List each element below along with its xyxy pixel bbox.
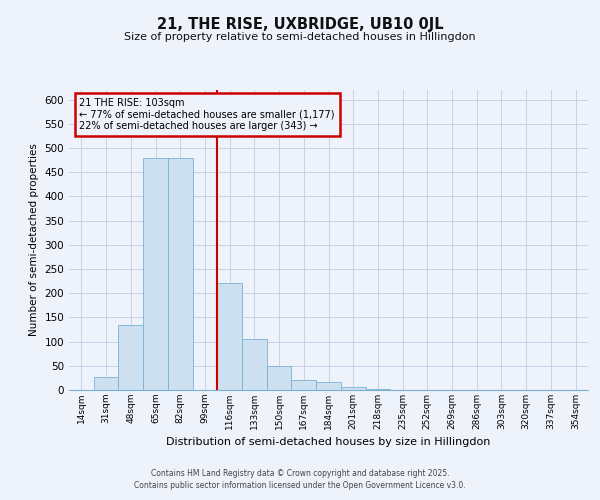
Bar xyxy=(94,377,118,390)
Bar xyxy=(217,282,242,390)
Text: 21, THE RISE, UXBRIDGE, UB10 0JL: 21, THE RISE, UXBRIDGE, UB10 0JL xyxy=(157,18,443,32)
Bar xyxy=(316,382,341,390)
X-axis label: Distribution of semi-detached houses by size in Hillingdon: Distribution of semi-detached houses by … xyxy=(166,438,491,448)
Text: Contains HM Land Registry data © Crown copyright and database right 2025.: Contains HM Land Registry data © Crown c… xyxy=(151,468,449,477)
Bar xyxy=(118,324,143,390)
Bar xyxy=(168,158,193,390)
Text: Size of property relative to semi-detached houses in Hillingdon: Size of property relative to semi-detach… xyxy=(124,32,476,42)
Bar xyxy=(143,158,168,390)
Bar xyxy=(365,388,390,390)
Text: Contains public sector information licensed under the Open Government Licence v3: Contains public sector information licen… xyxy=(134,481,466,490)
Bar xyxy=(341,386,365,390)
Y-axis label: Number of semi-detached properties: Number of semi-detached properties xyxy=(29,144,39,336)
Bar xyxy=(292,380,316,390)
Bar xyxy=(267,366,292,390)
Text: 21 THE RISE: 103sqm
← 77% of semi-detached houses are smaller (1,177)
22% of sem: 21 THE RISE: 103sqm ← 77% of semi-detach… xyxy=(79,98,335,130)
Bar xyxy=(242,339,267,390)
